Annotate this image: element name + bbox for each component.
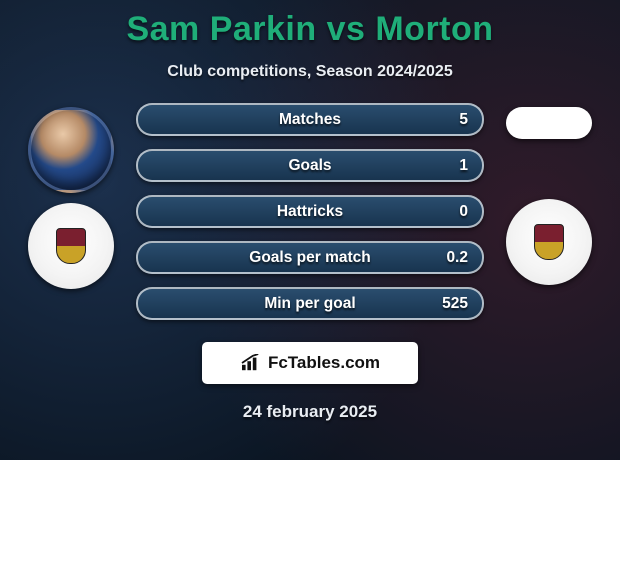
left-player-column bbox=[16, 103, 126, 289]
stat-label: Min per goal bbox=[264, 295, 355, 313]
stat-label: Goals per match bbox=[249, 249, 370, 267]
stat-right-value: 1 bbox=[459, 157, 468, 175]
stat-right-value: 525 bbox=[442, 295, 468, 313]
footer-date: 24 february 2025 bbox=[0, 402, 620, 422]
player-avatar-right bbox=[506, 107, 592, 139]
bar-chart-icon bbox=[240, 354, 262, 372]
player-avatar-left bbox=[28, 107, 114, 193]
home-crest bbox=[28, 203, 114, 289]
stat-row: Min per goal 525 bbox=[136, 287, 484, 320]
branding-text: FcTables.com bbox=[268, 353, 380, 373]
bottom-whitespace bbox=[0, 460, 620, 580]
stat-row: Goals per match 0.2 bbox=[136, 241, 484, 274]
shield-icon bbox=[56, 228, 86, 264]
stats-list: Matches 5 Goals 1 Hattricks 0 Goals per … bbox=[136, 103, 484, 320]
comparison-panel: Matches 5 Goals 1 Hattricks 0 Goals per … bbox=[0, 103, 620, 320]
shield-icon bbox=[534, 224, 564, 260]
stat-right-value: 5 bbox=[459, 111, 468, 129]
away-crest bbox=[506, 199, 592, 285]
stat-row: Goals 1 bbox=[136, 149, 484, 182]
stat-row: Hattricks 0 bbox=[136, 195, 484, 228]
stat-label: Matches bbox=[279, 111, 341, 129]
right-player-column bbox=[494, 103, 604, 285]
stat-right-value: 0 bbox=[459, 203, 468, 221]
stat-right-value: 0.2 bbox=[446, 249, 468, 267]
stat-label: Goals bbox=[288, 157, 331, 175]
stat-row: Matches 5 bbox=[136, 103, 484, 136]
subtitle: Club competitions, Season 2024/2025 bbox=[0, 63, 620, 81]
page-title: Sam Parkin vs Morton bbox=[0, 10, 620, 49]
stat-label: Hattricks bbox=[277, 203, 343, 221]
branding-badge: FcTables.com bbox=[202, 342, 418, 384]
